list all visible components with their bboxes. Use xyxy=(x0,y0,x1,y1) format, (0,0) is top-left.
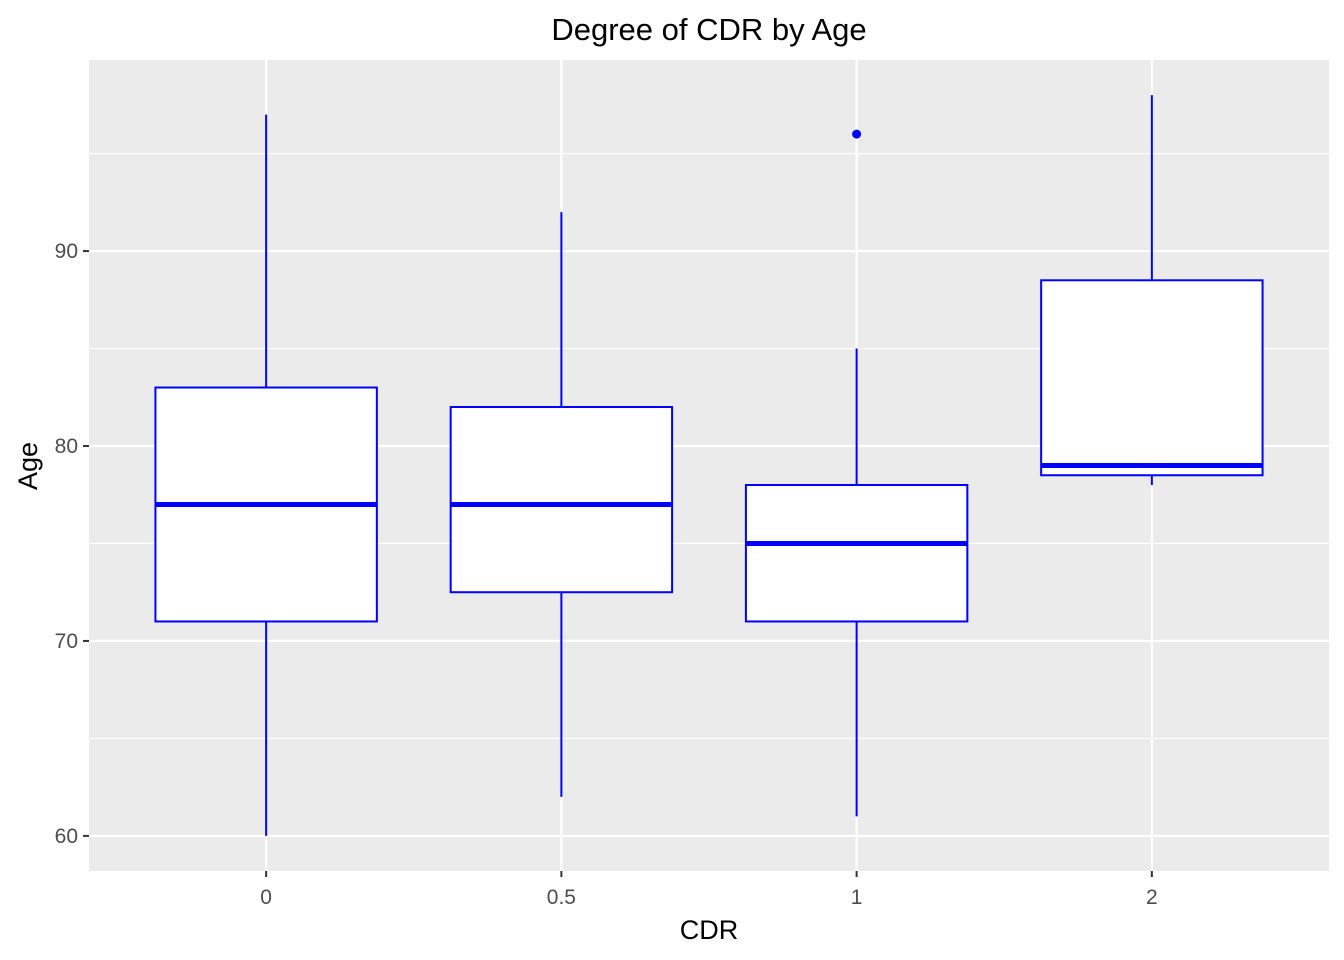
y-axis-ticks: 60 70 80 90 xyxy=(55,240,89,848)
y-tick-label: 60 xyxy=(55,825,78,848)
boxplot-0.5 xyxy=(449,212,674,797)
x-tick-label: 0.5 xyxy=(547,886,576,909)
box-iqr xyxy=(1040,279,1264,477)
boxplots xyxy=(154,95,1264,836)
boxplot-0 xyxy=(154,114,378,836)
x-axis-title: CDR xyxy=(680,915,739,945)
box-iqr xyxy=(449,406,674,594)
x-tick-label: 0 xyxy=(260,886,272,909)
chart-title: Degree of CDR by Age xyxy=(551,12,866,47)
y-tick-label: 80 xyxy=(55,435,78,458)
boxplot-2 xyxy=(1040,95,1264,485)
x-axis-ticks: 0 0.5 1 2 xyxy=(260,871,1158,909)
y-tick-label: 70 xyxy=(55,630,78,653)
y-tick-label: 90 xyxy=(55,240,78,263)
boxplot-1 xyxy=(744,129,969,817)
x-tick-label: 1 xyxy=(851,886,863,909)
x-tick-label: 2 xyxy=(1146,886,1158,909)
y-axis-title: Age xyxy=(13,442,43,490)
outlier-point xyxy=(852,129,862,139)
box-iqr xyxy=(744,483,969,623)
